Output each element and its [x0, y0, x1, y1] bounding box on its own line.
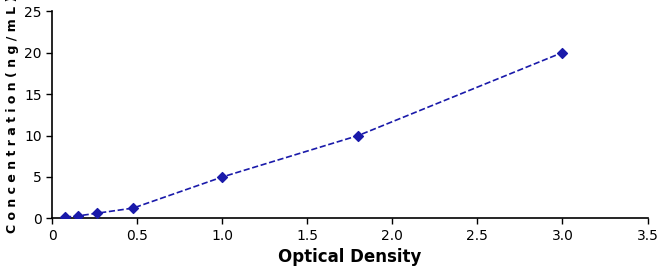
Y-axis label: C o n c e n t r a t i o n ( n g / m L ): C o n c e n t r a t i o n ( n g / m L )	[5, 0, 19, 233]
Point	[127, 206, 138, 210]
Point	[72, 214, 83, 218]
X-axis label: Optical Density: Optical Density	[278, 248, 422, 267]
Point	[217, 175, 228, 179]
Point	[60, 215, 70, 219]
Point	[91, 211, 102, 215]
Point	[353, 133, 364, 138]
Point	[557, 50, 568, 55]
